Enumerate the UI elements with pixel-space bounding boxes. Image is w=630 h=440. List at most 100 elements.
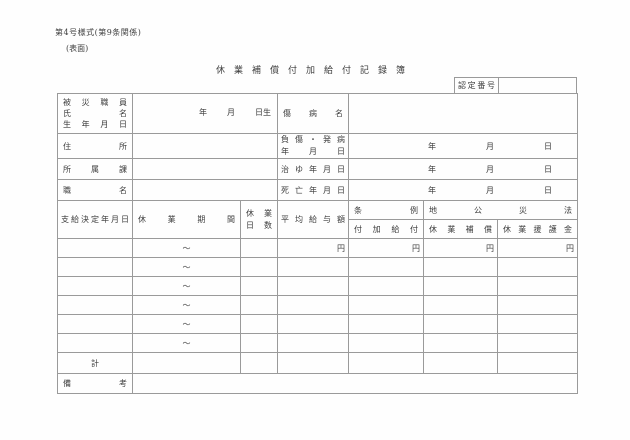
decision-date-cell bbox=[57, 295, 133, 315]
leave-relief-cell bbox=[496, 276, 579, 296]
header-decision-date: 支給決定年月日 bbox=[57, 200, 133, 239]
header-addl-benefit: 付加給付 bbox=[348, 219, 424, 239]
leave-comp-cell bbox=[423, 295, 498, 315]
side-note: (表面) bbox=[66, 44, 89, 53]
decision-date-cell bbox=[57, 276, 133, 296]
employee-label-line1: 被災職員 bbox=[63, 98, 127, 107]
leave-relief-cell bbox=[496, 333, 579, 353]
recovery-date-label-cell: 治ゆ年月日 bbox=[277, 158, 349, 180]
benefit-record-row: 〜 bbox=[57, 276, 579, 296]
remarks-row: 備考 bbox=[57, 373, 579, 394]
avg-salary-cell: 円 bbox=[277, 238, 349, 258]
recovery-date-value-cell: 年 月 日 bbox=[347, 158, 579, 180]
total-addl-benefit-cell bbox=[348, 352, 424, 374]
yen-unit: 円 bbox=[566, 243, 575, 253]
header-ordinance-group: 条例 bbox=[348, 200, 424, 220]
month-label: 月 bbox=[486, 164, 495, 174]
yen-unit: 円 bbox=[486, 243, 494, 253]
leave-days-cell bbox=[240, 238, 278, 258]
benefit-record-row: 〜 bbox=[57, 257, 579, 277]
range-mark: 〜 bbox=[182, 319, 191, 329]
remarks-value-cell bbox=[131, 373, 579, 394]
injury-date-value-cell: 年 月 日 bbox=[347, 133, 579, 159]
employee-label-line3: 生年月日 bbox=[63, 120, 127, 129]
address-value-cell bbox=[132, 133, 278, 159]
header-leave-days-line1: 休業 bbox=[246, 208, 272, 218]
department-value-cell bbox=[132, 158, 278, 180]
header-avg-salary-label: 平均給与額 bbox=[281, 215, 345, 224]
address-label: 住所 bbox=[63, 141, 127, 151]
range-mark: 〜 bbox=[182, 300, 191, 310]
total-label-cell: 計 bbox=[57, 352, 133, 374]
decision-date-cell bbox=[57, 314, 133, 334]
header-leave-period: 休業期間 bbox=[132, 200, 241, 239]
range-mark: 〜 bbox=[182, 281, 191, 291]
header-leave-comp-label: 休業補償 bbox=[429, 224, 492, 234]
decision-date-cell bbox=[57, 238, 133, 258]
leave-days-cell bbox=[240, 333, 278, 353]
leave-relief-cell bbox=[496, 295, 579, 315]
leave-comp-cell: 円 bbox=[423, 238, 498, 258]
cert-number-value bbox=[499, 78, 576, 93]
addl-benefit-cell bbox=[348, 314, 424, 334]
leave-days-cell bbox=[240, 314, 278, 334]
header-leave-relief-label: 休業援護金 bbox=[503, 224, 572, 234]
row-address: 住所 負傷・発病 年月日 年 月 日 bbox=[57, 133, 579, 159]
header-chikosai-law-group: 地公災法 bbox=[422, 200, 579, 220]
cert-number-box: 認定番号 bbox=[454, 77, 577, 94]
employee-label-line2: 氏名 bbox=[63, 109, 127, 118]
total-leave-relief-cell bbox=[496, 352, 579, 374]
leave-period-cell: 〜 bbox=[132, 333, 241, 353]
recovery-date-label: 治ゆ年月日 bbox=[281, 164, 345, 174]
total-avg-salary-cell bbox=[277, 352, 349, 374]
addl-benefit-cell bbox=[348, 333, 424, 353]
total-label: 計 bbox=[91, 358, 99, 368]
header-leave-period-label: 休業期間 bbox=[138, 215, 235, 224]
header-leave-days: 休業 日数 bbox=[240, 200, 278, 239]
leave-comp-cell bbox=[423, 276, 498, 296]
department-label: 所属課 bbox=[63, 164, 127, 174]
employee-name-value-cell: 年 月 日生 bbox=[132, 93, 278, 134]
leave-relief-cell: 円 bbox=[496, 238, 579, 258]
death-date-label-cell: 死亡年月日 bbox=[277, 179, 349, 201]
range-mark: 〜 bbox=[182, 243, 191, 253]
header-avg-salary: 平均給与額 bbox=[277, 200, 349, 239]
leave-comp-cell bbox=[423, 257, 498, 277]
birth-day-label: 日生 bbox=[255, 108, 271, 117]
remarks-label-cell: 備考 bbox=[57, 373, 133, 394]
benefit-record-row: 〜 bbox=[57, 295, 579, 315]
row-department: 所属課 治ゆ年月日 年 月 日 bbox=[57, 158, 579, 180]
department-label-cell: 所属課 bbox=[57, 158, 133, 180]
remarks-label: 備考 bbox=[63, 379, 127, 388]
leave-period-cell: 〜 bbox=[132, 238, 241, 258]
cert-number-label: 認定番号 bbox=[455, 78, 499, 93]
row-employee: 被災職員 氏名 生年月日 年 月 日生 傷病名 bbox=[57, 93, 579, 134]
avg-salary-cell bbox=[277, 333, 349, 353]
decision-date-cell bbox=[57, 257, 133, 277]
leave-days-cell bbox=[240, 257, 278, 277]
yen-unit: 円 bbox=[337, 243, 345, 253]
month-label: 月 bbox=[486, 185, 495, 195]
yen-unit: 円 bbox=[412, 243, 420, 253]
injury-date-label-line1: 負傷・発病 bbox=[281, 135, 345, 144]
avg-salary-cell bbox=[277, 295, 349, 315]
record-table: 被災職員 氏名 生年月日 年 月 日生 傷病名 住所 bbox=[57, 93, 579, 394]
header-chikosai-law-label: 地公災法 bbox=[429, 205, 572, 215]
form-code: 第4号様式(第9条関係) bbox=[55, 28, 142, 37]
leave-period-cell: 〜 bbox=[132, 257, 241, 277]
leave-period-cell: 〜 bbox=[132, 314, 241, 334]
addl-benefit-cell: 円 bbox=[348, 238, 424, 258]
benefit-record-row: 〜 bbox=[57, 333, 579, 353]
total-row: 計 bbox=[57, 352, 579, 374]
year-label: 年 bbox=[428, 164, 437, 174]
addl-benefit-cell bbox=[348, 276, 424, 296]
injury-date-label-line2: 年月日 bbox=[281, 147, 345, 156]
header-ordinance-label: 条例 bbox=[354, 205, 418, 215]
leave-comp-cell bbox=[423, 314, 498, 334]
year-label: 年 bbox=[428, 185, 437, 195]
row-jobtitle: 職名 死亡年月日 年 月 日 bbox=[57, 179, 579, 201]
avg-salary-cell bbox=[277, 257, 349, 277]
jobtitle-label: 職名 bbox=[63, 185, 127, 195]
jobtitle-value-cell bbox=[132, 179, 278, 201]
